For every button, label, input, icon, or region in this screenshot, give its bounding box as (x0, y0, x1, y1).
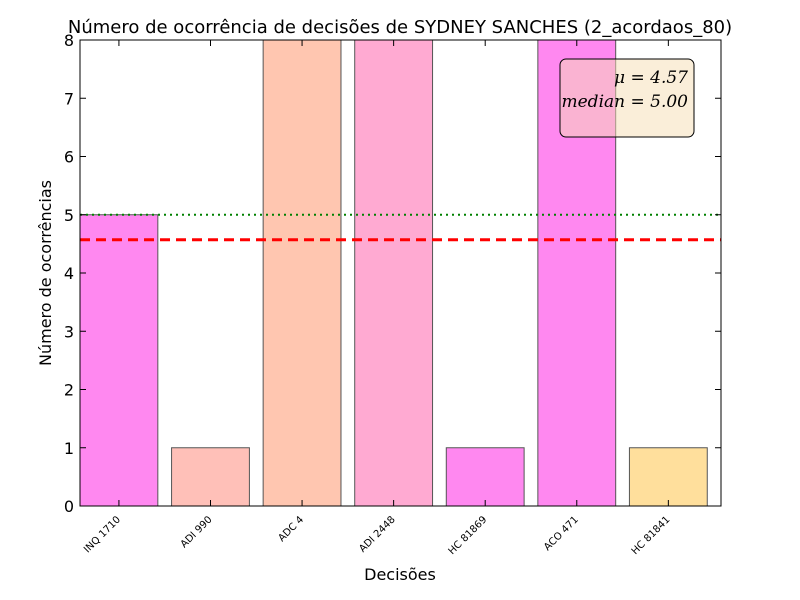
x-tick-label: HC 81841 (630, 514, 673, 557)
x-tick-label: ADI 990 (179, 514, 215, 550)
bar-0 (79, 214, 159, 507)
bar-1 (171, 447, 250, 507)
stats-box: μ = 4.57 median = 5.00 (559, 58, 695, 138)
y-axis-ticks: 0 1 2 3 4 5 6 7 8 (64, 31, 721, 516)
x-tick-label: INQ 1710 (82, 514, 123, 555)
y-tick-label: 0 (64, 497, 74, 516)
y-tick-label: 1 (64, 439, 74, 458)
y-tick-label: 2 (64, 381, 74, 400)
x-tick-label: ADC 4 (276, 514, 306, 544)
bar-2 (262, 39, 342, 507)
x-tick-label: ACO 471 (542, 514, 581, 553)
y-tick-label: 4 (64, 264, 74, 283)
x-axis-label: Decisões (364, 565, 436, 584)
stats-box-background (559, 58, 695, 138)
y-axis-label: Número de ocorrências (36, 180, 55, 366)
stats-mean-label: μ = 4.57 (614, 68, 688, 88)
stats-median-label: median = 5.00 (562, 92, 689, 112)
y-tick-label: 8 (64, 31, 74, 50)
bar-4 (445, 447, 525, 507)
reference-lines (80, 213, 721, 242)
x-tick-label: HC 81869 (447, 514, 490, 557)
y-tick-label: 3 (64, 322, 74, 341)
x-tick-label: ADI 2448 (357, 514, 397, 554)
chart-title: Número de ocorrência de decisões de SYDN… (68, 17, 732, 38)
y-tick-label: 7 (64, 89, 74, 108)
bar-6 (628, 447, 708, 507)
y-tick-label: 5 (64, 206, 74, 225)
y-tick-label: 6 (64, 148, 74, 167)
bar-3 (354, 39, 434, 507)
